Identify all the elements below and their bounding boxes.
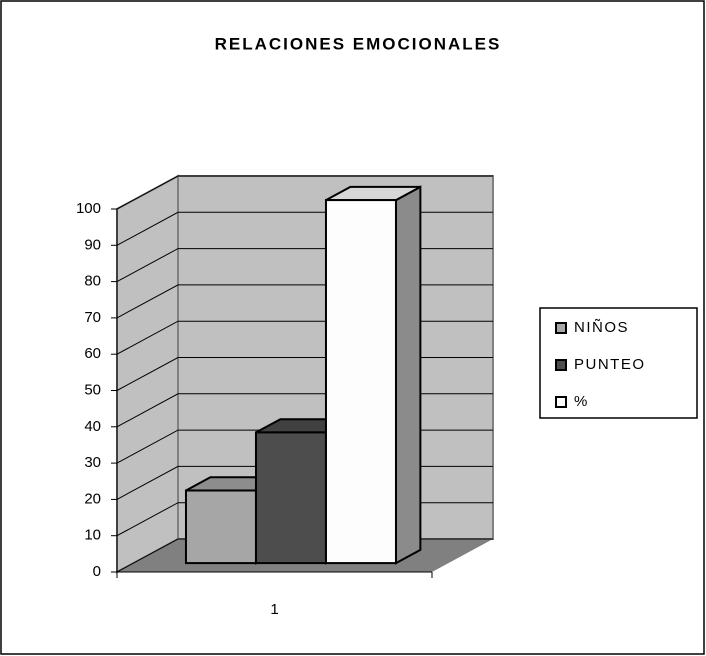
bar — [254, 431, 327, 565]
y-tick-label: 30 — [84, 454, 101, 471]
y-tick-label: 100 — [76, 200, 101, 217]
legend-swatch — [555, 322, 567, 334]
bar — [184, 489, 257, 565]
y-tick-label: 20 — [84, 490, 101, 507]
x-tick-label: 1 — [270, 601, 278, 618]
y-tick-label: 50 — [84, 381, 101, 398]
y-tick-label: 0 — [93, 563, 101, 580]
y-tick-label: 60 — [84, 345, 101, 362]
y-tick-label: 90 — [84, 236, 101, 253]
grid-line — [116, 175, 493, 210]
bar — [324, 199, 397, 565]
legend-label: PUNTEO — [574, 356, 646, 373]
chart-title: RELACIONES EMOCIONALES — [215, 34, 502, 53]
bar-side — [394, 185, 422, 565]
y-tick-label: 70 — [84, 309, 101, 326]
y-tick-label: 80 — [84, 273, 101, 290]
legend-swatch — [555, 396, 567, 408]
legend-label: NIÑOS — [574, 319, 629, 336]
legend-label: % — [574, 393, 589, 410]
y-tick-label: 40 — [84, 418, 101, 435]
y-tick-label: 10 — [84, 527, 101, 544]
legend-swatch — [555, 359, 567, 371]
